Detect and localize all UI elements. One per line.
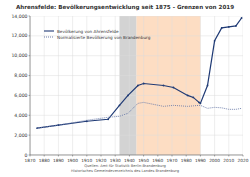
point bbox=[241, 17, 243, 19]
tick bbox=[29, 135, 31, 136]
point bbox=[200, 102, 202, 104]
tick bbox=[44, 155, 45, 157]
grid-line bbox=[228, 16, 229, 155]
title: Ahrensfelde: Bevölkerungsentwicklung sei… bbox=[16, 4, 234, 11]
point bbox=[163, 85, 165, 87]
x-tick-label: 2020 bbox=[238, 158, 249, 163]
series-line bbox=[37, 18, 241, 128]
tick bbox=[228, 155, 229, 157]
point bbox=[207, 85, 209, 87]
legend-swatch bbox=[44, 30, 54, 31]
tick bbox=[157, 155, 158, 157]
x-tick-label: 1910 bbox=[81, 158, 92, 163]
x-tick-label: 1890 bbox=[53, 158, 64, 163]
tick bbox=[29, 95, 31, 96]
tick bbox=[29, 35, 31, 36]
tick bbox=[143, 155, 144, 157]
y-tick-label: 4,000 bbox=[14, 113, 27, 118]
footer: Historisches Gemeindeverzeichnis des Lan… bbox=[71, 169, 179, 173]
grid-line bbox=[30, 115, 243, 116]
tick bbox=[243, 155, 244, 157]
tick bbox=[186, 155, 187, 157]
x-axis bbox=[30, 155, 243, 156]
tick bbox=[29, 16, 31, 17]
x-tick-label: 1930 bbox=[110, 158, 121, 163]
tick bbox=[30, 155, 31, 157]
grid-line bbox=[30, 155, 243, 156]
grid-line bbox=[30, 75, 243, 76]
tick bbox=[29, 115, 31, 116]
y-tick-label: 8,000 bbox=[14, 73, 27, 78]
tick bbox=[29, 55, 31, 56]
x-tick-label: 2000 bbox=[209, 158, 220, 163]
x-tick-label: 1870 bbox=[25, 158, 36, 163]
x-tick-label: 2010 bbox=[223, 158, 234, 163]
legend-label: Normalisierte Bevölkerung von Brandenbur… bbox=[57, 35, 151, 40]
point bbox=[187, 95, 189, 97]
point bbox=[221, 27, 223, 29]
tick bbox=[29, 75, 31, 76]
grid-line bbox=[30, 16, 243, 17]
grid-line bbox=[30, 95, 243, 96]
grid-line bbox=[30, 55, 243, 56]
plot-area bbox=[30, 16, 243, 155]
series-line bbox=[37, 102, 241, 128]
tick bbox=[129, 155, 130, 157]
grid-line bbox=[172, 16, 173, 155]
point bbox=[137, 85, 139, 87]
y-tick-label: 6,000 bbox=[14, 93, 27, 98]
tick bbox=[200, 155, 201, 157]
grid-line bbox=[214, 16, 215, 155]
y-tick-label: 10,000 bbox=[11, 53, 27, 58]
grid-line bbox=[186, 16, 187, 155]
point bbox=[214, 40, 216, 42]
tick bbox=[115, 155, 116, 157]
y-axis bbox=[30, 16, 31, 155]
x-tick-label: 1960 bbox=[152, 158, 163, 163]
chart: Ahrensfelde: Bevölkerungsentwicklung sei… bbox=[0, 0, 250, 177]
tick bbox=[72, 155, 73, 157]
y-tick-label: 2,000 bbox=[14, 133, 27, 138]
x-tick-label: 1900 bbox=[67, 158, 78, 163]
tick bbox=[86, 155, 87, 157]
tick bbox=[172, 155, 173, 157]
point bbox=[143, 83, 145, 85]
point bbox=[235, 25, 237, 27]
grid-line bbox=[30, 16, 31, 155]
point bbox=[119, 104, 121, 106]
tick bbox=[101, 155, 102, 157]
y-tick-label: 12,000 bbox=[11, 33, 27, 38]
x-tick-label: 1880 bbox=[39, 158, 50, 163]
point bbox=[107, 118, 109, 120]
legend-label: Bevölkerung von Ahrensfelde bbox=[57, 29, 119, 34]
tick bbox=[29, 155, 31, 156]
legend-swatch bbox=[44, 36, 54, 37]
x-tick-label: 1950 bbox=[138, 158, 149, 163]
x-tick-label: 1990 bbox=[195, 158, 206, 163]
x-tick-label: 1970 bbox=[167, 158, 178, 163]
x-tick-label: 1940 bbox=[124, 158, 135, 163]
grid-line bbox=[30, 135, 243, 136]
point bbox=[127, 95, 129, 97]
y-tick-label: 14,000 bbox=[11, 14, 27, 19]
tick bbox=[214, 155, 215, 157]
tick bbox=[58, 155, 59, 157]
x-tick-label: 1920 bbox=[96, 158, 107, 163]
footer: Quellen: Amt für Statistik Berlin-Brande… bbox=[84, 164, 166, 168]
point bbox=[192, 97, 194, 99]
x-tick-label: 1980 bbox=[181, 158, 192, 163]
grid-line bbox=[200, 16, 201, 155]
point bbox=[228, 26, 230, 28]
point bbox=[173, 87, 175, 89]
grid-line bbox=[243, 16, 244, 155]
